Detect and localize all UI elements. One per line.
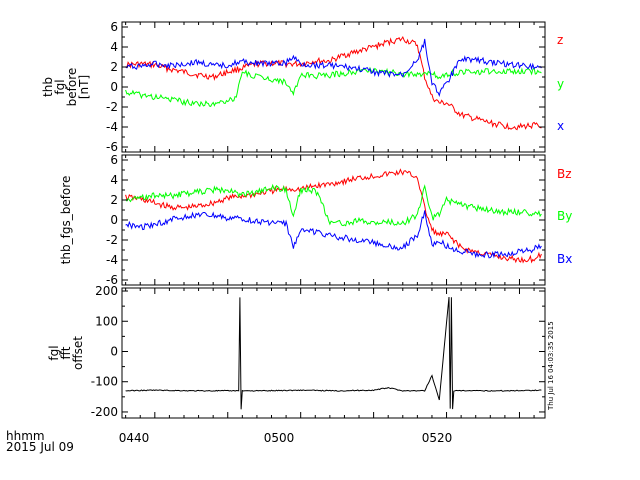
series-line-Bx-panel-2: [125, 210, 542, 259]
y-tick-label: -2: [106, 233, 118, 247]
y-axis-label: offset: [71, 336, 85, 370]
y-tick-label: 0: [110, 80, 118, 94]
y-tick-label: 2: [110, 193, 118, 207]
y-axis-label: fgl: [53, 79, 67, 94]
y-axis-label: thb_fgs_before: [59, 176, 73, 265]
legend-label-Bz: Bz: [557, 167, 572, 181]
x-tick-label-0500: 0500: [264, 431, 295, 445]
y-tick-label: 2: [110, 60, 118, 74]
y-tick-label: -100: [91, 375, 118, 389]
panel-frame-3: [121, 287, 546, 419]
legend-label-Bx: Bx: [557, 252, 572, 266]
y-tick-label: 0: [110, 344, 118, 358]
legend-label-x: x: [557, 119, 564, 133]
y-tick-label: -200: [91, 405, 118, 419]
series-line-Bz-panel-2: [125, 168, 542, 264]
y-axis-label: before: [65, 68, 79, 107]
y-tick-label: -4: [106, 253, 118, 267]
y-tick-label: 100: [95, 314, 118, 328]
y-axis-label: [nT]: [77, 75, 91, 99]
legend-label-z: z: [557, 33, 563, 47]
panel-2: 6 4 2 0 -2 -4 -6 thb_fgs_before: [59, 153, 546, 287]
legends: z y x Bz By Bx: [557, 33, 572, 266]
date-label: 2015 Jul 09: [6, 440, 74, 454]
y-tick-label: -6: [106, 273, 118, 287]
legend-label-y: y: [557, 77, 564, 91]
series-line-x-panel-1: [125, 38, 542, 97]
plot-timestamp: Thu Jul 16 04:03:35 2015: [547, 321, 555, 411]
y-tick-label: 6: [110, 20, 118, 34]
panels: 6420-2-4-6thbfglbefore[nT]6420-2-4-6thb_…: [41, 20, 546, 419]
y-tick-label: -2: [106, 100, 118, 114]
series-line-z-panel-1: [125, 36, 542, 131]
y-tick-label: -6: [106, 140, 118, 154]
y-axis-label: fgl: [47, 345, 61, 360]
y-tick-label: 4: [110, 173, 118, 187]
x-tick-label-0520: 0520: [422, 431, 453, 445]
y-axis-label: fft: [59, 346, 73, 359]
series-line-By-panel-2: [125, 183, 542, 227]
y-tick-label: 0: [110, 213, 118, 227]
series-line-offset-panel-3: [125, 296, 542, 410]
y-tick-label: 200: [95, 284, 118, 298]
x-tick-label-0440: 0440: [119, 431, 150, 445]
y-tick-label: -4: [106, 120, 118, 134]
y-tick-label: 4: [110, 40, 118, 54]
panel-frame-1: [121, 21, 546, 153]
y-tick-label: 6: [110, 153, 118, 167]
series-line-y-panel-1: [125, 66, 542, 108]
panel-frame-2: [121, 154, 546, 286]
y-axis-label: thb: [41, 77, 55, 97]
x-axis-format-label: hhmm: [6, 429, 45, 443]
legend-label-By: By: [557, 209, 572, 223]
